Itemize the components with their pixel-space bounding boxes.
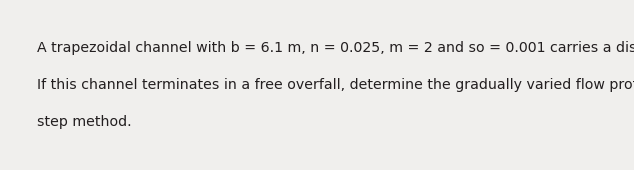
Text: A trapezoidal channel with b = 6.1 m, n = 0.025, m = 2 and so = 0.001 carries a : A trapezoidal channel with b = 6.1 m, n … — [37, 41, 634, 55]
Text: step method.: step method. — [37, 115, 131, 129]
Text: If this channel terminates in a free overfall, determine the gradually varied fl: If this channel terminates in a free ove… — [37, 78, 634, 92]
